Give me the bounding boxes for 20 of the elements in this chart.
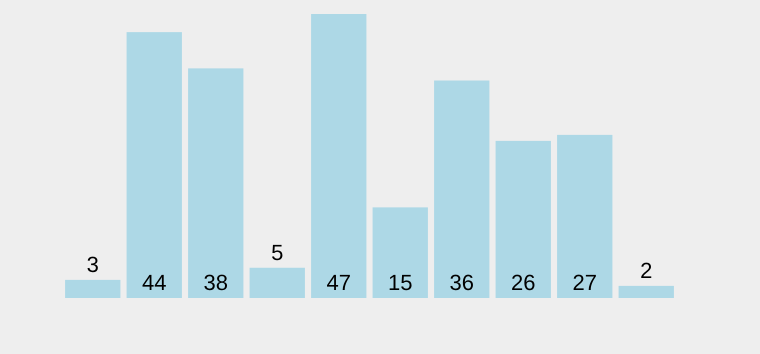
data-label: 26	[511, 270, 536, 295]
data-label: 2	[640, 258, 652, 283]
bar	[311, 14, 366, 298]
bar	[496, 140, 551, 298]
bar	[65, 280, 120, 298]
data-label: 27	[572, 270, 597, 295]
data-label: 3	[86, 252, 99, 277]
data-label: 44	[142, 270, 166, 295]
data-label: 36	[450, 270, 474, 295]
bar	[250, 268, 305, 298]
bar	[557, 134, 612, 298]
bar	[188, 68, 244, 298]
bar	[372, 207, 428, 298]
data-label: 5	[271, 240, 284, 265]
data-label: 47	[326, 270, 351, 295]
data-label: 38	[204, 270, 228, 295]
bar	[434, 80, 490, 298]
bar	[126, 32, 182, 298]
bar	[618, 286, 674, 298]
data-label: 15	[388, 270, 412, 295]
